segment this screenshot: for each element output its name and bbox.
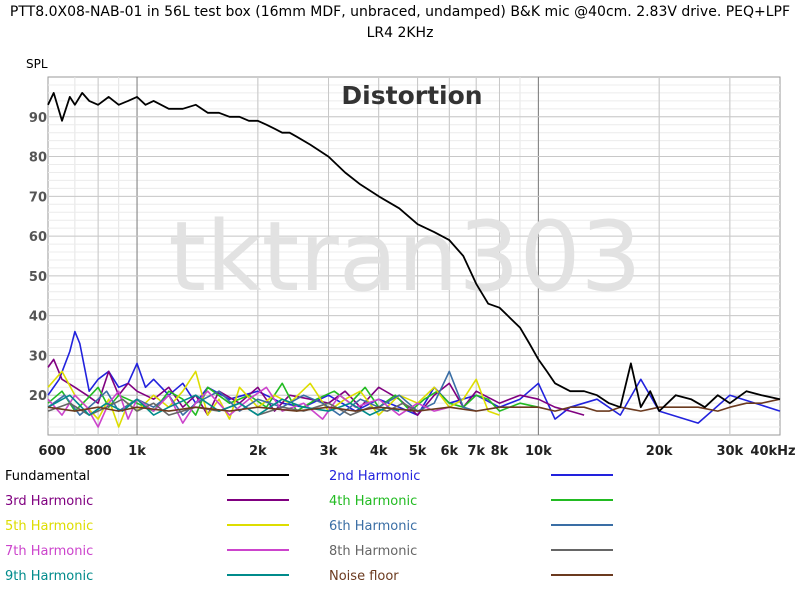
y-axis-label: SPL xyxy=(26,57,48,71)
axis-labels: Distortion SPL 20 30 40 50 60 70 80 90 600 800 1k 2k 3… xyxy=(26,57,796,459)
y-tick-label: 40 xyxy=(29,310,47,325)
legend-label: 4th Harmonic xyxy=(329,494,417,509)
legend-label: 2nd Harmonic xyxy=(329,469,420,484)
x-tick-label: 1k xyxy=(128,444,146,459)
chart-title: PTT8.0X08-NAB-01 in 56L test box (16mm M… xyxy=(0,2,800,44)
x-tick-label: 6k xyxy=(440,444,458,459)
x-tick-label: 40kHz xyxy=(750,444,795,459)
legend-label: 5th Harmonic xyxy=(5,519,93,534)
title-line-1: PTT8.0X08-NAB-01 in 56L test box (16mm M… xyxy=(9,4,791,20)
series-line-6th-harmonic xyxy=(47,370,477,416)
title-line-2: LR4 2KHz xyxy=(366,25,434,41)
series-line-4th-harmonic xyxy=(47,382,539,416)
legend-label: 9th Harmonic xyxy=(5,569,93,584)
x-tick-label: 10k xyxy=(525,444,552,459)
y-tick-label: 50 xyxy=(29,270,47,285)
series-line-5th-harmonic xyxy=(47,370,500,428)
x-tick-label: 5k xyxy=(409,444,427,459)
x-tick-label: 4k xyxy=(370,444,388,459)
legend-label: Fundamental xyxy=(5,469,90,484)
legend-label: 7th Harmonic xyxy=(5,544,93,559)
plot-area xyxy=(47,76,781,436)
x-tick-label: 2k xyxy=(249,444,267,459)
y-tick-label: 20 xyxy=(29,389,47,404)
x-tick-label: 800 xyxy=(85,444,112,459)
x-tick-label: 20k xyxy=(646,444,673,459)
legend-label: 8th Harmonic xyxy=(329,544,417,559)
grid: tktran303 xyxy=(47,76,781,436)
series-line-3rd-harmonic xyxy=(47,358,585,416)
x-tick-label: 3k xyxy=(320,444,338,459)
x-tick-label: 7k xyxy=(467,444,485,459)
legend-label: 3rd Harmonic xyxy=(5,494,93,509)
watermark: tktran303 xyxy=(168,201,641,313)
y-tick-label: 70 xyxy=(29,190,47,205)
series-line-noise-floor xyxy=(47,398,781,412)
x-tick-label: 30k xyxy=(716,444,743,459)
y-tick-label: 30 xyxy=(29,349,47,364)
y-tick-label: 90 xyxy=(29,111,47,126)
legend-label: 6th Harmonic xyxy=(329,519,417,534)
legend-label: Noise floor xyxy=(329,569,399,584)
series-line-fundamental xyxy=(47,92,781,413)
legend: Fundamental 2nd Harmonic 3rd Harmonic 4th H… xyxy=(5,469,613,584)
series-lines xyxy=(47,92,781,428)
y-tick-label: 80 xyxy=(29,151,47,166)
x-tick-label: 600 xyxy=(38,444,65,459)
y-tick-label: 60 xyxy=(29,230,47,245)
x-tick-label: 8k xyxy=(491,444,509,459)
series-line-7th-harmonic xyxy=(47,386,450,428)
series-line-9th-harmonic xyxy=(47,394,400,416)
chart-inner-title: Distortion xyxy=(341,81,482,110)
